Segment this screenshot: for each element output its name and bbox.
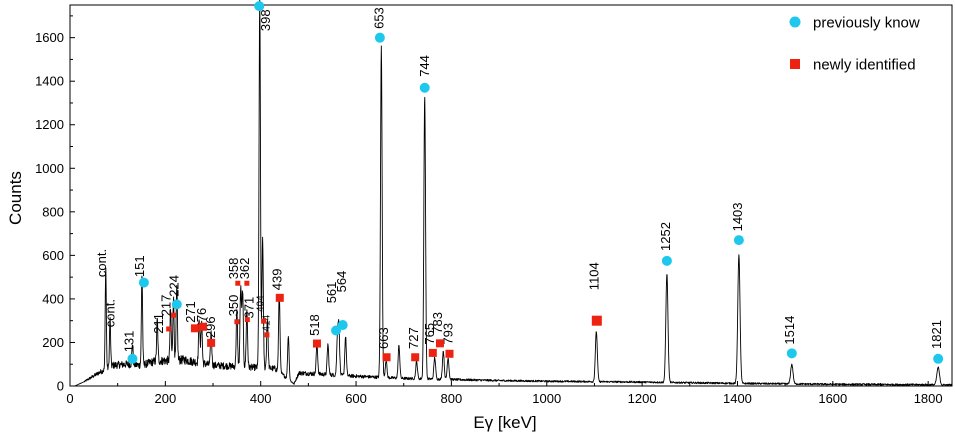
peak-label: 350 [226, 295, 241, 317]
previously-known-marker [171, 299, 182, 310]
newly-identified-marker [199, 322, 208, 331]
newly-identified-marker [382, 353, 391, 362]
previously-known-marker [138, 277, 149, 288]
newly-identified-marker [435, 339, 444, 348]
previously-known-marker [786, 348, 797, 359]
x-tick-label: 1400 [723, 391, 752, 406]
newly-identified-marker [244, 280, 250, 286]
spectrum-layer [73, 0, 953, 387]
peak-label: 358 [226, 258, 241, 280]
peak-label: 224 [167, 275, 182, 297]
newly-identified-marker [275, 293, 284, 302]
peak-label: 217 [159, 295, 174, 317]
peak-label: 439 [270, 268, 285, 290]
x-tick-label: 1800 [914, 391, 943, 406]
newly-identified-marker [591, 315, 602, 326]
y-tick-label: 1200 [35, 117, 64, 132]
peak-markers [127, 1, 944, 364]
peak-label: 271 [183, 301, 198, 323]
y-tick-label: 1000 [35, 161, 64, 176]
legend-entry-label: previously know [813, 15, 920, 32]
y-tick-label: 0 [57, 379, 64, 394]
newly-identified-marker [428, 348, 437, 357]
newly-identified-marker [235, 280, 241, 286]
newly-identified-marker [244, 317, 250, 323]
previously-known-marker [331, 325, 342, 336]
peak-label: 1252 [658, 222, 673, 251]
x-tick-label: 800 [441, 391, 463, 406]
peak-label: cont. [102, 299, 117, 327]
newly-identified-marker [207, 338, 216, 347]
y-tick-label: 200 [42, 335, 64, 350]
peak-label: 561 [324, 282, 339, 304]
peak-label: 783 [430, 312, 445, 334]
peak-label: 744 [417, 55, 432, 77]
peak-label: 727 [406, 327, 421, 349]
legend: previously know newly identified [789, 15, 920, 74]
y-tick-label: 800 [42, 204, 64, 219]
peak-label: 414 [261, 314, 272, 331]
y-tick-label: 600 [42, 248, 64, 263]
spectrum-line [73, 0, 953, 387]
legend-square-marker [790, 59, 800, 69]
previously-known-marker [733, 235, 744, 246]
peak-label: 518 [307, 314, 322, 336]
previously-known-marker [337, 320, 348, 331]
plot-frame: 0 200 400 600 800 1000 1200 1400 1600 1800 0 200 400… [35, 4, 953, 406]
newly-identified-marker [312, 339, 321, 348]
newly-identified-marker [264, 332, 270, 338]
peak-label: 371 [242, 297, 257, 319]
peak-label: 398 [258, 9, 273, 31]
x-tick-label: 1600 [818, 391, 847, 406]
y-tick-label: 400 [42, 291, 64, 306]
x-tick-label: 400 [250, 391, 272, 406]
newly-identified-marker [170, 312, 176, 318]
legend-entry-label: newly identified [813, 57, 916, 74]
newly-identified-marker [261, 318, 267, 324]
peak-label: 793 [440, 323, 455, 345]
y-axis-title: Counts [6, 171, 25, 225]
x-tick-label: 600 [345, 391, 367, 406]
previously-known-marker [374, 32, 385, 43]
newly-identified-marker [411, 353, 420, 362]
peak-label: 151 [132, 255, 147, 277]
peak-label: 211 [151, 313, 166, 334]
peak-label: 1821 [929, 320, 944, 349]
previously-known-marker [254, 1, 265, 12]
x-tick-label: 1000 [532, 391, 561, 406]
previously-known-marker [127, 353, 138, 364]
x-tick-label: 0 [66, 391, 73, 406]
peak-annotations: cont.cont.131151211217224271276296350358… [94, 7, 944, 352]
x-tick-label: 200 [154, 391, 176, 406]
peak-label: 765 [422, 323, 437, 345]
peak-label: 1403 [730, 202, 745, 231]
peak-label: 131 [121, 331, 136, 353]
peak-label: 564 [334, 271, 349, 293]
newly-identified-marker [190, 324, 199, 333]
peak-label: 404 [256, 295, 267, 312]
previously-known-marker [933, 353, 944, 364]
previously-known-marker [419, 82, 430, 93]
peak-label: 296 [203, 316, 218, 338]
y-tick-label: 1400 [35, 74, 64, 89]
legend-circle-marker [789, 16, 801, 28]
peak-label: 1104 [587, 262, 602, 290]
peak-label: 362 [237, 258, 252, 280]
peak-label: 1514 [782, 316, 797, 345]
previously-known-marker [661, 255, 672, 266]
peak-label: cont. [94, 249, 109, 277]
x-tick-label: 1200 [628, 391, 657, 406]
newly-identified-marker [445, 349, 454, 358]
peak-label: 663 [376, 327, 391, 349]
plot-border [69, 4, 953, 387]
newly-identified-marker [166, 326, 172, 332]
x-axis-title: Eγ [keV] [473, 413, 536, 432]
peak-label: 653 [372, 7, 387, 29]
newly-identified-marker [234, 319, 240, 325]
y-tick-label: 1600 [35, 30, 64, 45]
